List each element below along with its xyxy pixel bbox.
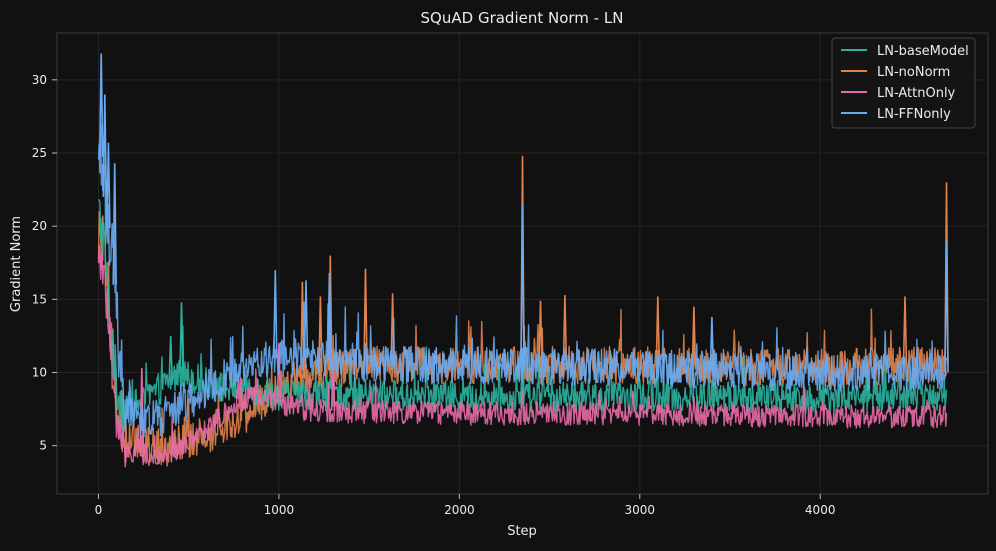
y-tick-label: 10 xyxy=(32,366,47,380)
y-tick-label: 30 xyxy=(32,73,47,87)
legend-label: LN-FFNonly xyxy=(877,107,951,122)
series-lines xyxy=(97,53,949,468)
series-spikes-ln-nonorm xyxy=(300,155,949,378)
legend-label: LN-AttnOnly xyxy=(877,86,956,101)
series-spikes-ln-ffnonly xyxy=(98,53,949,373)
series-line-ln-ffnonly xyxy=(97,124,948,438)
legend-box xyxy=(831,37,976,129)
plot-frame xyxy=(56,32,989,495)
axis-ticks: 0 1000 2000 3000 4000 5 10 15 20 25 30 xyxy=(32,73,836,517)
x-tick-label: 0 xyxy=(95,503,103,517)
x-tick-label: 1000 xyxy=(264,503,295,517)
y-tick-label: 5 xyxy=(39,439,47,453)
series-line-ln-attnonly xyxy=(97,244,948,468)
legend-label: LN-baseModel xyxy=(877,44,969,59)
y-tick-label: 25 xyxy=(32,146,47,160)
legend-label: LN-noNorm xyxy=(877,65,950,80)
legend: LN-baseModel LN-noNorm LN-AttnOnly LN-FFNon… xyxy=(831,37,976,129)
x-tick-label: 4000 xyxy=(805,503,836,517)
y-tick-label: 15 xyxy=(32,292,47,306)
x-tick-label: 2000 xyxy=(444,503,475,517)
chart-title: SQuAD Gradient Norm - LN xyxy=(421,9,624,27)
y-axis-label: Gradient Norm xyxy=(9,216,24,312)
y-tick-label: 20 xyxy=(32,219,47,233)
x-axis-label: Step xyxy=(507,524,537,539)
x-tick-label: 3000 xyxy=(625,503,656,517)
